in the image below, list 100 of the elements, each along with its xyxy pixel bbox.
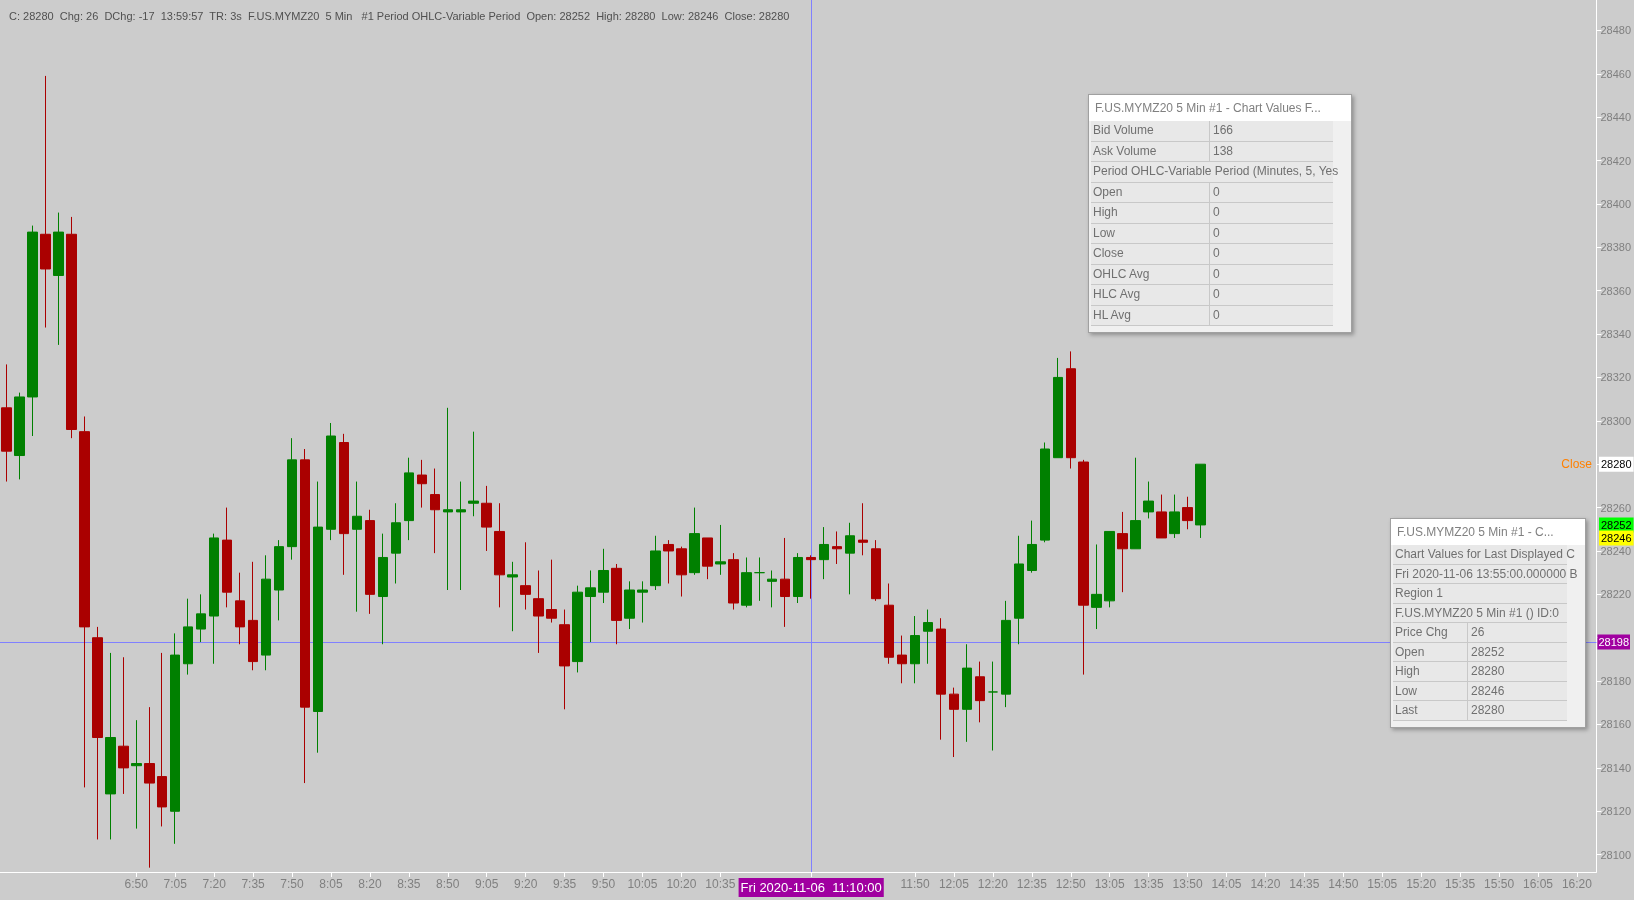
y-tick-label: 28340 <box>1600 328 1632 341</box>
x-tick-label: 10:20 <box>666 877 697 891</box>
candlestick <box>261 554 271 671</box>
candlestick <box>494 502 505 608</box>
candlestick <box>1143 481 1154 519</box>
x-tick-label: 7:35 <box>241 877 266 891</box>
x-tick-label: 16:20 <box>1561 877 1593 891</box>
y-tick-label: 28460 <box>1600 67 1632 80</box>
candlestick <box>624 580 635 630</box>
candlestick <box>417 459 427 509</box>
candlestick <box>663 539 674 584</box>
annotation: Period OHLC-Variable Period (Minutes, 5, Yes <box>1092 163 1339 180</box>
candlestick <box>287 437 297 561</box>
text: Open 0 <box>1093 184 1220 199</box>
x-tick-label: 8:20 <box>358 877 382 891</box>
candlestick <box>157 652 167 827</box>
candlestick <box>248 561 258 671</box>
text: Last 28280 <box>1395 703 1505 717</box>
y-tick-label: 28240 <box>1600 544 1632 557</box>
text: Low 0 <box>1093 225 1220 240</box>
y-tick-label: 28480 <box>1600 24 1632 37</box>
candlestick <box>27 225 38 437</box>
candlestick <box>819 526 829 580</box>
annotation: F.US.MYMZ20 5 Min #1 () ID:0 <box>1394 604 1560 622</box>
candlestick <box>754 556 765 602</box>
candlestick <box>222 507 232 608</box>
candlestick <box>1091 543 1102 630</box>
candlestick <box>949 687 959 758</box>
text: OHLC Avg 0 <box>1093 266 1220 281</box>
text: 28252 <box>1601 518 1632 531</box>
candlestick <box>767 569 777 608</box>
candlestick <box>183 598 193 676</box>
candlestick <box>1078 459 1089 676</box>
candlestick <box>923 609 933 665</box>
candlestick <box>1 363 12 483</box>
text: HLC Avg 0 <box>1093 287 1220 301</box>
text: F.US.MYMZ20 5 Min #1 - Chart Values F... <box>1089 95 1351 121</box>
candlestick <box>1027 520 1037 574</box>
candlestick <box>1104 530 1115 608</box>
candlestick <box>79 415 90 788</box>
candlestick <box>1195 463 1206 539</box>
x-tick-label: 8:05 <box>319 877 343 891</box>
candlestick <box>611 563 622 645</box>
candlestick <box>170 632 180 845</box>
candlestick <box>365 509 375 615</box>
candlestick <box>507 561 518 632</box>
candlestick <box>1053 357 1063 459</box>
x-tick-label: 14:20 <box>1250 877 1281 891</box>
candlestick <box>884 583 894 665</box>
text: High 28280 <box>1395 664 1505 678</box>
candlestick <box>1156 494 1167 539</box>
y-tick-label: 28360 <box>1600 284 1632 297</box>
y-tick-label: 28440 <box>1600 111 1632 124</box>
x-tick-label: 14:50 <box>1328 877 1359 891</box>
candlestick <box>858 502 868 556</box>
y-tick-label: 28300 <box>1600 414 1632 427</box>
x-tick-label: 9:35 <box>552 877 577 891</box>
x-tick-label: 15:50 <box>1484 877 1515 891</box>
candlestick <box>702 537 713 580</box>
candlestick <box>1001 600 1011 708</box>
candlestick <box>118 656 129 795</box>
annotation: Close <box>1561 457 1593 472</box>
x-tick-label: 8:50 <box>436 877 460 891</box>
candlestick <box>728 552 739 611</box>
candlestick <box>975 661 985 723</box>
x-tick-label: 7:50 <box>280 877 305 891</box>
y-tick-label: 28220 <box>1600 588 1632 601</box>
y-tick-label: 28420 <box>1600 154 1632 167</box>
ref-line-label: 28198 <box>1598 636 1630 649</box>
candlestick <box>793 552 803 604</box>
candlestick <box>897 635 907 684</box>
candlestick <box>300 448 310 784</box>
candlestick <box>66 216 77 439</box>
candlestick <box>637 580 648 624</box>
x-tick-label: 11:50 <box>900 877 930 891</box>
candlestick <box>105 652 116 840</box>
text: 28246 <box>1601 531 1632 544</box>
candlestick <box>326 422 336 541</box>
candlestick <box>339 433 349 576</box>
text: Bid Volume 166 <box>1093 123 1234 137</box>
x-tick-label: 14:05 <box>1211 877 1242 891</box>
annotation: Region 1 <box>1394 585 1444 602</box>
y-tick-label: 28380 <box>1600 241 1632 254</box>
candlestick <box>650 535 661 591</box>
candlestick <box>352 481 362 613</box>
x-tick-label: Fri 2020-11-06 11:10:00 <box>740 880 882 895</box>
y-tick-label: 28260 <box>1600 501 1632 514</box>
text: HL Avg 0 <box>1093 307 1220 322</box>
candlestick <box>1130 457 1141 550</box>
candlestick <box>988 661 998 752</box>
text: High 0 <box>1093 205 1220 219</box>
candlestick <box>598 548 609 604</box>
candlestick <box>689 507 700 576</box>
candlestick <box>481 485 492 552</box>
text: Close 0 <box>1093 246 1220 260</box>
candlestick <box>274 539 284 621</box>
y-tick-label: 28400 <box>1600 197 1632 210</box>
y-tick-label: 28100 <box>1600 848 1632 861</box>
candlestick <box>832 530 842 565</box>
x-tick-label: 13:35 <box>1133 877 1164 891</box>
